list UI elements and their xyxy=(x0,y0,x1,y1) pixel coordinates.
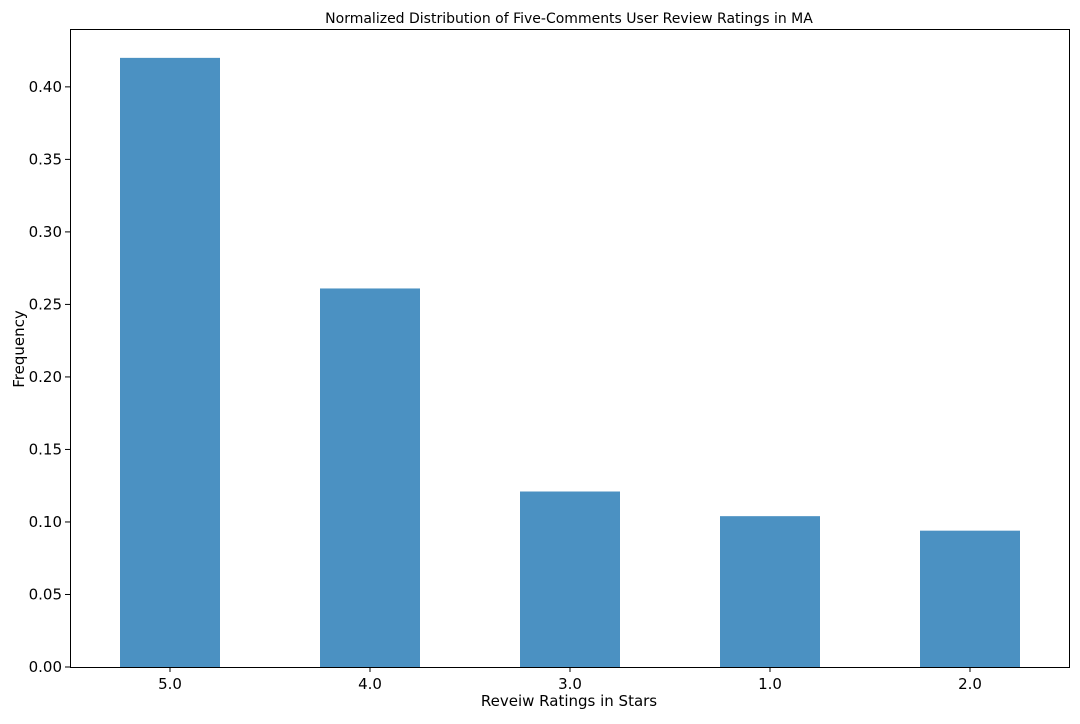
x-tick-label: 2.0 xyxy=(958,675,982,693)
bar-5.0 xyxy=(120,57,220,667)
y-tick-label: 0.35 xyxy=(29,150,62,168)
plot-frame xyxy=(70,29,1070,668)
y-tick-label: 0.30 xyxy=(29,223,62,241)
y-tick-label: 0.25 xyxy=(29,295,62,313)
bars-group xyxy=(120,57,1020,667)
y-tick-label: 0.15 xyxy=(29,440,62,458)
bar-2.0 xyxy=(920,530,1020,667)
chart-title: Normalized Distribution of Five-Comments… xyxy=(325,11,813,27)
bar-3.0 xyxy=(520,491,620,667)
y-axis-ticks: 0.00 0.05 0.10 0.15 0.20 0.25 0.30 0.35 0.40 xyxy=(29,78,70,676)
y-tick-label: 0.00 xyxy=(29,658,62,676)
y-axis-label: Frequency xyxy=(10,310,28,388)
bar-4.0 xyxy=(320,288,420,667)
y-tick-label: 0.10 xyxy=(29,513,62,531)
x-axis-ticks: 5.0 4.0 3.0 1.0 2.0 xyxy=(158,667,982,693)
x-tick-label: 4.0 xyxy=(358,675,382,693)
x-tick-label: 1.0 xyxy=(758,675,782,693)
y-tick-label: 0.05 xyxy=(29,585,62,603)
bar-1.0 xyxy=(720,516,820,667)
x-tick-label: 5.0 xyxy=(158,675,182,693)
x-tick-label: 3.0 xyxy=(558,675,582,693)
y-tick-label: 0.20 xyxy=(29,368,62,386)
x-axis-label: Reveiw Ratings in Stars xyxy=(481,692,657,710)
y-tick-label: 0.40 xyxy=(29,78,62,96)
